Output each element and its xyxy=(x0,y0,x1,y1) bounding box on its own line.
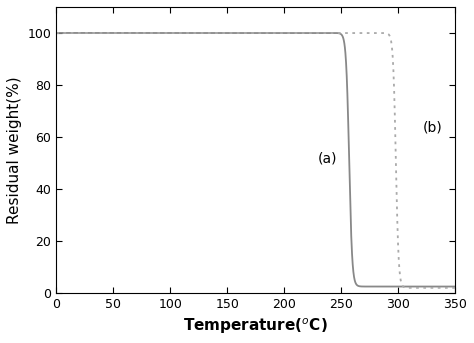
X-axis label: Temperature($^o$C): Temperature($^o$C) xyxy=(183,317,328,336)
Text: (a): (a) xyxy=(318,152,337,166)
Text: (b): (b) xyxy=(422,121,442,135)
Y-axis label: Residual weight(%): Residual weight(%) xyxy=(7,76,22,224)
